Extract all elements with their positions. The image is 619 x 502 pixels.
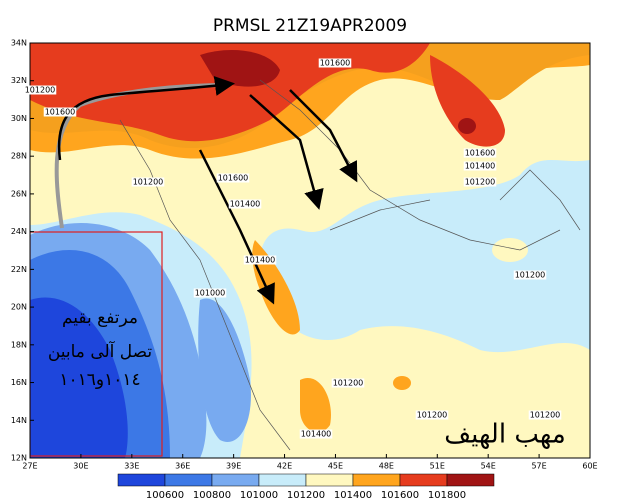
colorbar-box — [399, 473, 448, 487]
contour-label-bg — [23, 85, 57, 95]
contour-label: 101400 — [465, 162, 496, 171]
lat-label: 12N — [11, 454, 27, 463]
lat-label: 32N — [11, 76, 27, 85]
map-frame — [29, 42, 591, 459]
coastlines — [119, 79, 581, 451]
lat-label: 18N — [11, 340, 27, 349]
lon-label: 36E — [175, 462, 190, 471]
lat-label: 20N — [11, 303, 27, 312]
lon-label: 33E — [124, 462, 139, 471]
colorbar-box — [352, 473, 401, 487]
field-blue-red-sea — [198, 298, 251, 442]
lon-label: 30E — [73, 462, 88, 471]
contour-label: 101000 — [195, 289, 226, 298]
contour-label-bg — [415, 410, 449, 420]
colorbar-label: 101200 — [287, 490, 325, 501]
colorbar-box — [117, 473, 166, 487]
lon-label: 57E — [531, 462, 546, 471]
contour-label-bg — [528, 410, 562, 420]
contour-label: 101400 — [301, 430, 332, 439]
contour-label-bg — [193, 288, 227, 298]
contour-label: 101400 — [230, 200, 261, 209]
arrow — [57, 76, 235, 161]
contour-label: 101200 — [417, 411, 448, 420]
lon-label: 45E — [328, 462, 343, 471]
colorbar-label: 100600 — [146, 490, 184, 501]
field-red-east — [430, 55, 505, 147]
lat-label: 24N — [11, 227, 27, 236]
title: PRMSL 21Z19APR2009 — [213, 16, 407, 36]
annotation-line: تصل آلى مابين — [48, 340, 153, 362]
colorbar-box — [164, 473, 213, 487]
contour-label-bg — [228, 199, 262, 209]
contour-label: 101200 — [530, 411, 561, 420]
contour-label: 101600 — [465, 149, 496, 158]
contour-label-bg — [513, 270, 547, 280]
contour-label: 101200 — [465, 178, 496, 187]
annotation-line: مرتفع بقيم — [62, 308, 138, 328]
colorbar-box — [446, 473, 495, 487]
contour-label-bg — [43, 107, 77, 117]
contour-label-bg — [299, 429, 333, 439]
contour-label: 101600 — [45, 108, 76, 117]
lat-label: 30N — [11, 114, 27, 123]
lon-label: 39E — [226, 462, 241, 471]
contour-label: 101200 — [333, 379, 364, 388]
field-dark-red-east — [458, 118, 476, 134]
annotation-line: ١٠١٤و١٠١٦ — [59, 370, 140, 390]
arrow — [249, 94, 324, 210]
contour-label: 101600 — [218, 174, 249, 183]
contour-label: 101200 — [133, 178, 164, 187]
contour-label-bg — [331, 378, 365, 388]
colorbar-box — [211, 473, 260, 487]
contour-label: 101600 — [320, 59, 351, 68]
colorbar-box — [258, 473, 307, 487]
pressure-field: مرتفع بقيم تصل آلى مابين ١٠١٤و١٠١٦ مهب ا… — [30, 43, 590, 458]
lon-label: 51E — [430, 462, 445, 471]
contour-label-bg — [463, 161, 497, 171]
lon-label: 27E — [22, 462, 37, 471]
lon-label: 42E — [277, 462, 292, 471]
lat-label: 22N — [11, 265, 27, 274]
lat-label: 14N — [11, 416, 27, 425]
colorbar-label: 101000 — [240, 490, 278, 501]
colorbar-label: 101800 — [428, 490, 466, 501]
lat-label: 26N — [11, 189, 27, 198]
highlight-box — [30, 231, 163, 457]
contour-label: 101400 — [245, 256, 276, 265]
lat-label: 16N — [11, 378, 27, 387]
field-orange-s — [300, 378, 331, 433]
lat-label: 34N — [11, 39, 27, 48]
lon-label: 48E — [379, 462, 394, 471]
lon-label: 60E — [582, 462, 597, 471]
contour-label: 101200 — [515, 271, 546, 280]
contour-label: 101200 — [25, 86, 56, 95]
field-dark-blue — [30, 297, 128, 458]
arrow — [289, 89, 358, 183]
colorbar-label: 101600 — [381, 490, 419, 501]
colorbar-label: 100800 — [193, 490, 231, 501]
contour-label-bg — [216, 173, 250, 183]
lat-label: 28N — [11, 152, 27, 161]
colorbar-box — [305, 473, 354, 487]
lon-label: 54E — [481, 462, 496, 471]
contour-label-bg — [243, 255, 277, 265]
arrow — [198, 149, 275, 305]
field-orange-blob — [393, 376, 411, 390]
contour-label-bg — [318, 58, 352, 68]
contour-label-bg — [463, 177, 497, 187]
contour-label-bg — [463, 148, 497, 158]
field-yellow-blob — [492, 238, 528, 262]
annotation-corner: مهب الهيف — [444, 420, 566, 450]
contour-label-bg — [131, 177, 165, 187]
colorbar-label: 101400 — [334, 490, 372, 501]
